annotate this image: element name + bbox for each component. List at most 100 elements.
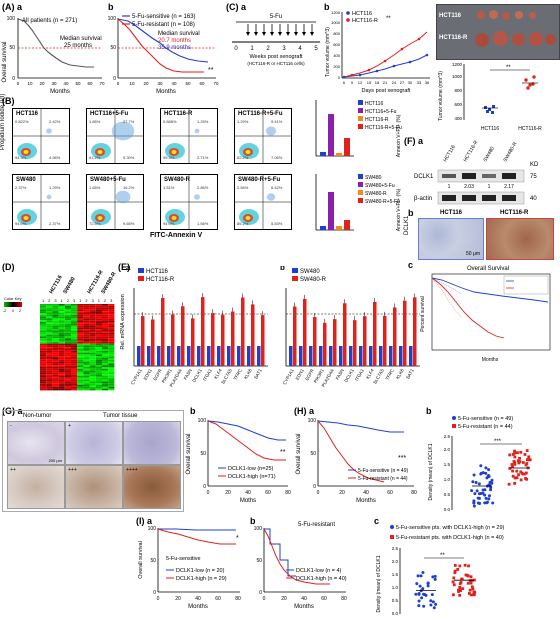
scatter-point-sensitive [426,584,430,588]
heatmap-cell [71,309,78,312]
heatmap-cell [40,329,47,331]
heatmap-cell [108,370,115,373]
qpcr-bar-parental [309,346,313,366]
tick: 100 [148,526,157,532]
qpcr-bar-parental [147,346,151,366]
heatmap-cell [58,320,65,322]
heatmap-cell [95,325,102,328]
scatter-point-resistant [524,463,528,467]
heatmap-cell [102,334,109,337]
heatmap-cell [77,323,84,326]
ihc-scale: 200 μm [48,458,62,463]
heatmap-cell [95,381,102,384]
heatmap-cell [102,343,109,346]
os-title: Overall Survival [467,266,509,272]
heatmap-cell [40,311,47,313]
scatter-point-resistant [467,564,470,568]
km-ia-low [158,528,236,531]
heatmap-cell [64,313,71,315]
heatmap-cell [95,345,102,348]
heatmap-cell [52,336,59,339]
scatter-point-sensitive [487,494,491,498]
heatmap-cell [95,314,102,317]
facs-quadrant-value: 94.0% [163,221,175,226]
heatmap-cell [89,325,96,328]
heatmap-cell [102,307,109,310]
heatmap-cell [52,338,59,340]
scatter-point-resistant [522,472,526,476]
heatmap-cell [40,386,47,389]
scatter-point-resistant [458,582,462,586]
scatter-point-sensitive [429,599,433,603]
heatmap-cell [108,347,115,349]
scatter-point-sensitive [487,497,491,501]
tick: 0 [157,596,160,602]
tick: 0.0 [444,507,451,512]
qpcr-bar-resistant [393,307,397,366]
facs-quadrant-value: 72.5% [89,221,101,226]
scatter-point-sensitive [430,593,434,597]
qpcr-bar-resistant [171,314,175,366]
heatmap-cell [95,313,102,315]
tick: 50 [9,45,15,51]
heatmap-cell [95,356,102,358]
heatmap-cell [58,338,65,340]
heatmap-cell [52,307,59,310]
heatmap-cell [40,316,47,319]
tick: 60 [87,81,93,86]
heatmap-cell [102,365,109,367]
bar2-legend: SW480 [365,175,382,181]
ihc-title-hct116r: HCT116-R [500,210,529,216]
scatter-point-resistant [520,471,524,475]
heatmap-cell [83,313,90,315]
heatmap-cell [58,377,65,380]
heatmap-cell [89,368,96,371]
panel-label-I-b: b [250,516,256,526]
tick: 60 [387,490,393,496]
heatmap-cell [71,372,78,375]
heatmap-cell [40,385,47,387]
dot-xlabel-hct116: HCT116 [481,126,499,132]
qpcr-legend: SW480-R [300,277,327,283]
heatmap-cell [64,352,71,355]
heatmap-cell [89,354,96,357]
heatmap-cell [58,318,65,321]
heatmap-col: SW480 [63,276,77,295]
heatmap: HCT116 SW480 HCT116-R SW480-R Color Key … [3,269,118,391]
heatmap-cell [46,381,53,384]
heatmap-cell [89,309,96,312]
qpcr-gene-label: SAT1 [405,368,415,380]
heatmap-cell [71,386,78,389]
heatmap-cell [95,318,102,321]
scatter-point-resistant [512,460,516,463]
heatmap-cell [77,340,84,342]
heatmap-cell [58,322,65,324]
heatmap-cell [58,354,65,357]
heatmap-cell [64,307,71,310]
kd-label: KD [530,162,539,168]
qpcr-gene-label: KLF4 [213,368,223,380]
heatmap-cell [46,325,53,328]
heatmap-cell [102,345,109,348]
facs-title: HCT116+5-Fu [90,111,129,117]
heatmap-cell [102,318,109,321]
tick: 20 [175,596,181,602]
km-ib-high [263,528,330,585]
sig-marker: *** [494,439,502,445]
heatmap-cell [71,329,78,331]
heatmap-cell [89,386,96,389]
heatmap-cell [52,320,59,322]
scatter-point-resistant [469,575,473,579]
heatmap-cell [108,329,115,331]
heatmap-cell [58,325,65,328]
heatmap-cell [71,361,78,364]
heatmap-cell [95,316,102,319]
tick: 0.5 [392,598,399,603]
tick: 0 [207,490,210,496]
scatter-point-resistant [457,590,460,593]
facs-quadrant-value: 1.25% [197,119,209,124]
tick: 40 [301,596,307,602]
heatmap-cell [95,305,102,308]
heatmap-cell [77,374,84,376]
legend-hct116: HCT116 [352,11,372,17]
